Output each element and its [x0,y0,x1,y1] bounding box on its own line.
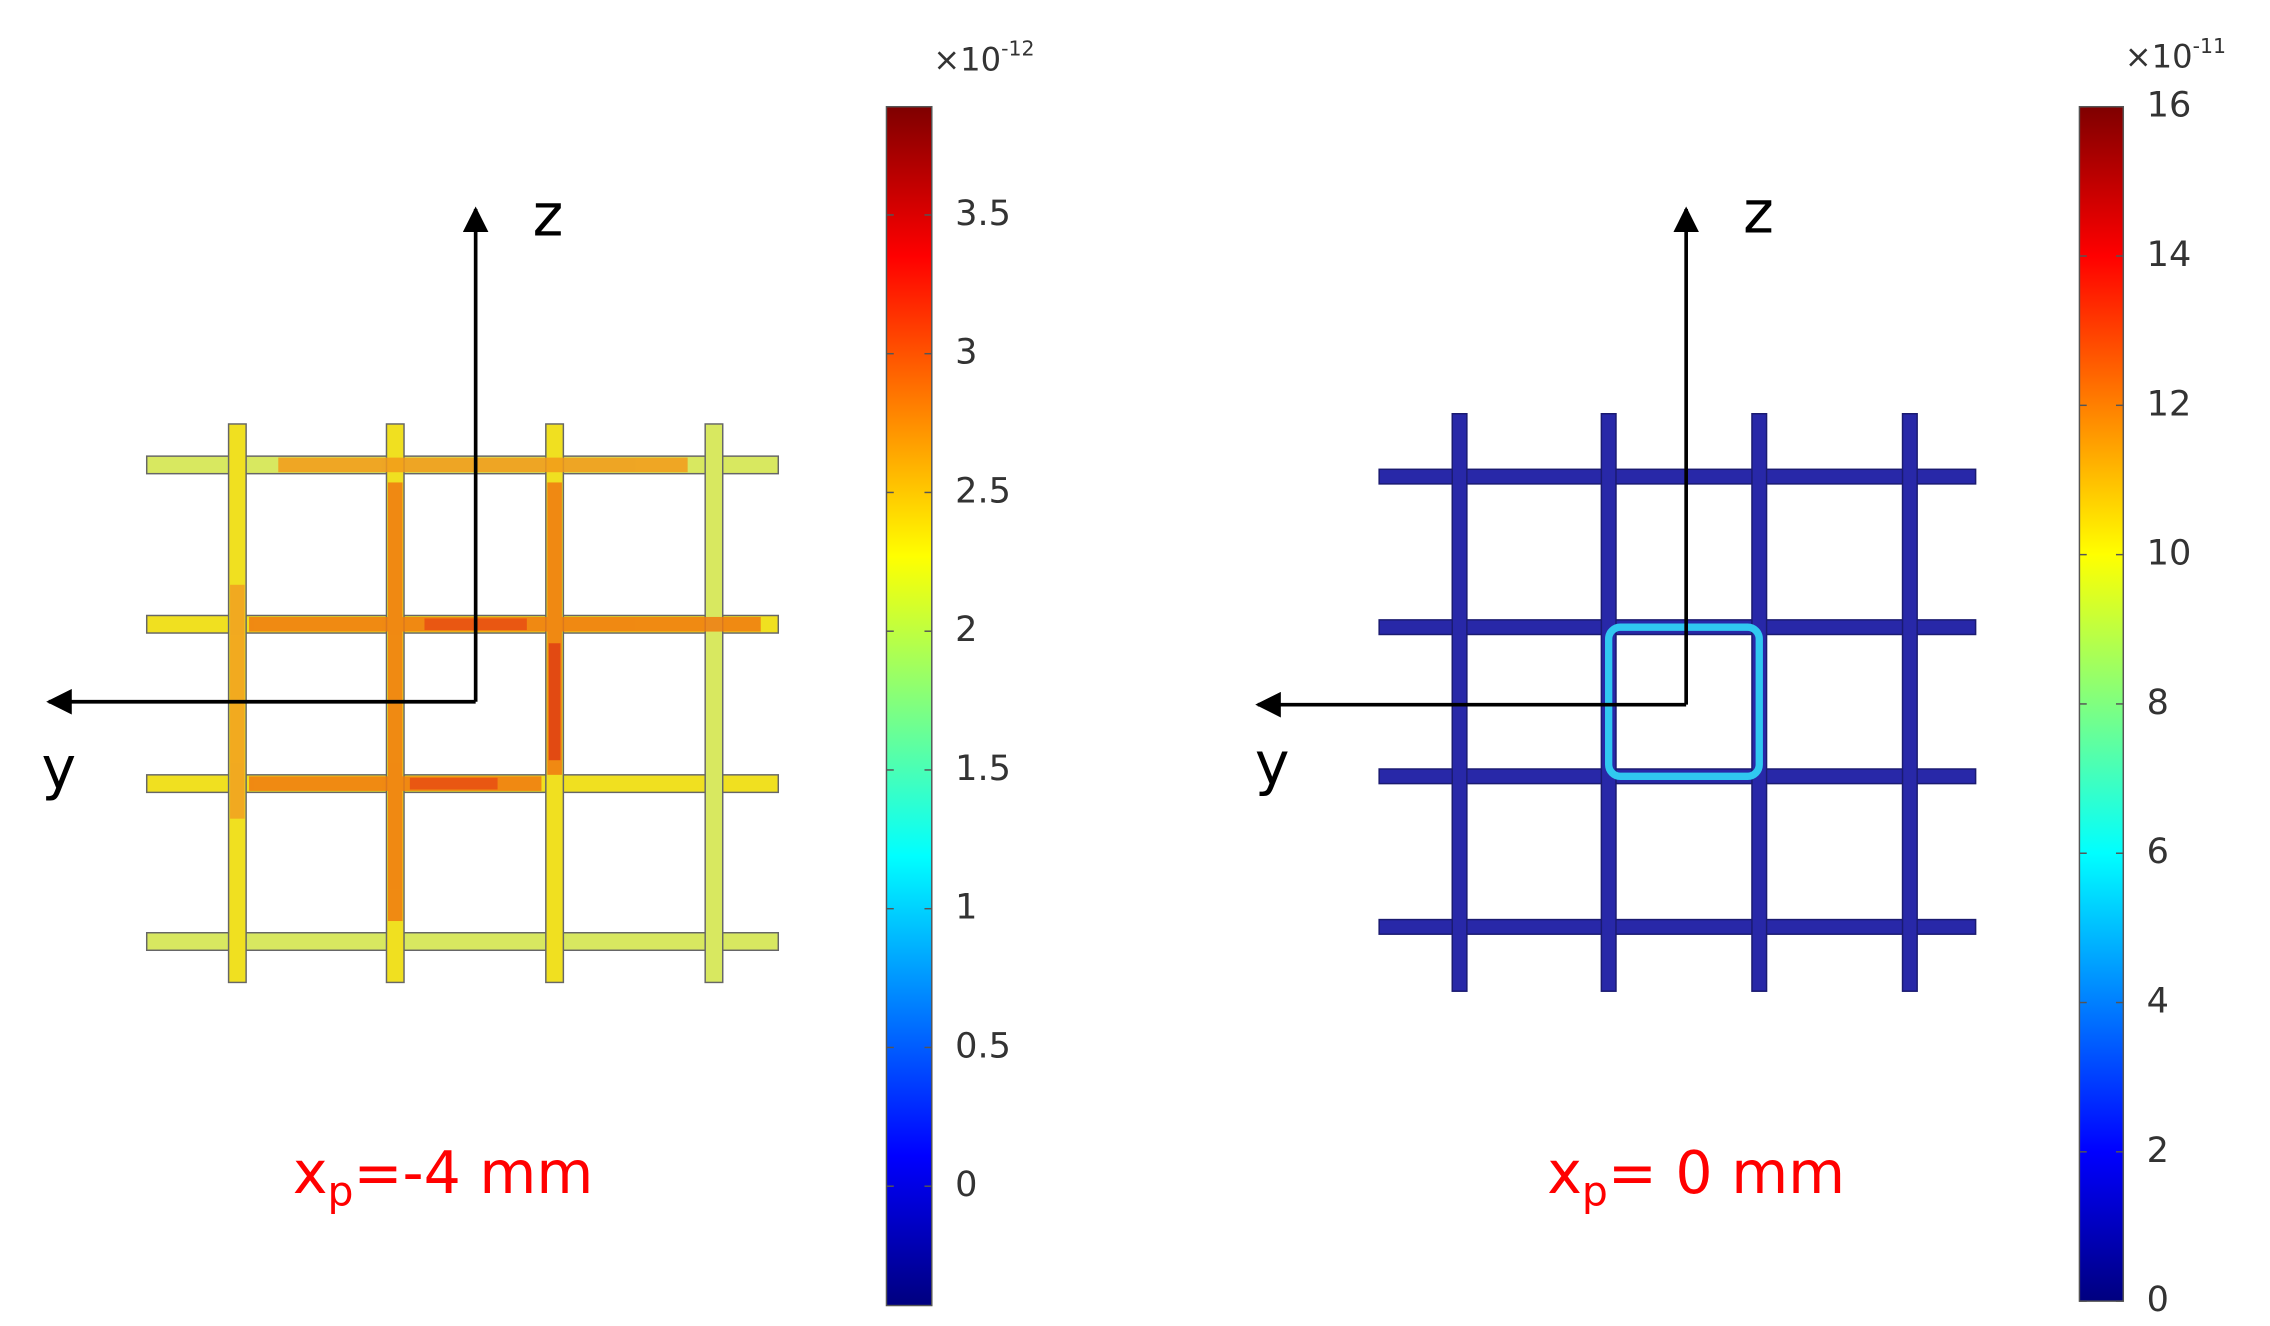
colorbar-tick-label: 16 [2147,85,2192,126]
colorbar-tick-label: 3.5 [955,193,1011,234]
colorbar-tick-label: 2 [2147,1130,2169,1171]
colorbar-tick-label: 1.5 [955,748,1011,789]
mesh-left-hot [230,457,761,922]
colorbar-tick-label: 3 [955,332,977,373]
colorbar-tick-label: 0 [955,1164,977,1205]
colorbar-tick-label: 8 [2147,682,2169,723]
colorbar-multiplier: ×10-11 [2125,34,2226,76]
colorbar-tick-label: 0 [2147,1279,2169,1320]
colorbar-tick-label: 6 [2147,831,2169,872]
caption-sub: p [1582,1167,1608,1215]
caption-sub: p [328,1167,354,1215]
colorbar-tick-label: 12 [2147,383,2192,424]
colorbar-multiplier: ×10-12 [933,37,1034,79]
multiplier-base: ×10 [2125,37,2193,75]
axis-label-z: z [1743,178,1774,246]
axis-label-z: z [533,181,564,249]
colorbar-tick-label: 14 [2147,234,2192,275]
colorbar-tick-label: 10 [2147,533,2192,574]
mesh-right [1378,413,1977,992]
colorbar-tick-label: 2.5 [955,470,1011,511]
colorbar-tick-label: 2 [955,609,977,650]
multiplier-exponent: -11 [2193,34,2226,58]
colorbar-tick-label: 0.5 [955,1025,1011,1066]
colorbar-tick-label: 4 [2147,981,2169,1022]
axis-label-y: y [41,734,76,802]
colorbar [885,105,933,1307]
colorbar-tick-label: 1 [955,887,977,928]
caption-rest: =-4 mm [354,1139,594,1207]
multiplier-base: ×10 [933,40,1001,78]
caption-main: x [1547,1139,1582,1207]
caption-main: x [293,1139,328,1207]
caption: xp=-4 mm [293,1139,593,1215]
axis-arrows [46,206,1699,718]
multiplier-exponent: -12 [1001,37,1034,61]
caption: xp= 0 mm [1547,1139,1845,1215]
axis-label-y: y [1255,730,1290,798]
caption-rest: = 0 mm [1608,1139,1845,1207]
mesh-right-hot [1605,623,1763,780]
